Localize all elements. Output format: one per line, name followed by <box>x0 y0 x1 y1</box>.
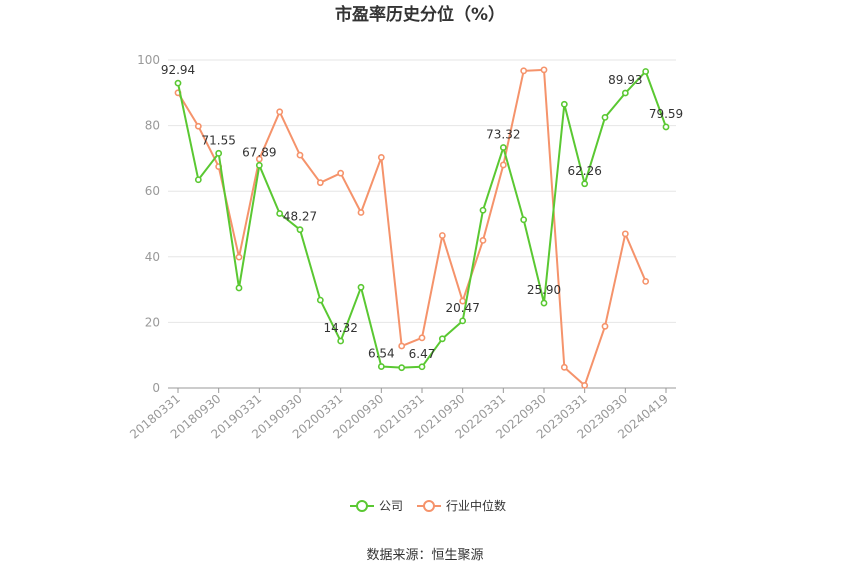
data-point <box>337 169 345 177</box>
data-point <box>276 108 284 116</box>
data-point <box>520 216 528 224</box>
data-label: 48.27 <box>283 210 317 224</box>
data-point <box>438 335 446 343</box>
data-point <box>621 230 629 238</box>
data-point <box>520 67 528 75</box>
legend-marker <box>356 500 368 512</box>
legend-item-industry[interactable]: 行业中位数 <box>417 498 506 513</box>
data-point <box>601 322 609 330</box>
data-label: 73.32 <box>486 128 520 142</box>
y-tick-label: 20 <box>145 315 160 329</box>
data-point <box>459 317 467 325</box>
series-line-company <box>177 70 667 369</box>
data-point <box>377 363 385 370</box>
data-label: 14.32 <box>323 321 357 335</box>
data-point <box>194 122 202 130</box>
data-label: 89.93 <box>608 73 642 87</box>
chart-title: 市盈率历史分位（%） <box>335 4 505 25</box>
data-point <box>601 114 609 121</box>
data-label: 92.94 <box>161 63 195 77</box>
data-label: 79.59 <box>649 107 683 121</box>
data-point <box>560 100 568 108</box>
data-point <box>540 66 548 74</box>
legend-label: 行业中位数 <box>446 498 506 513</box>
data-point <box>296 151 304 159</box>
legend-label: 公司 <box>379 499 403 513</box>
data-point <box>276 210 284 217</box>
legend-marker <box>423 500 435 512</box>
source-note: 数据来源：恒生聚源 <box>366 548 483 563</box>
data-point <box>560 363 568 371</box>
data-point <box>418 334 426 342</box>
data-point <box>296 226 304 234</box>
data-point <box>337 337 345 345</box>
data-point <box>235 253 243 261</box>
legend[interactable]: 公司 行业中位数 <box>350 498 506 513</box>
data-point <box>215 149 223 157</box>
data-label: 25.90 <box>527 283 561 297</box>
data-point <box>479 206 487 214</box>
data-point <box>235 284 243 292</box>
data-point <box>662 123 670 131</box>
data-labels: 92.94 71.55 67.89 48.27 14.32 6.54 6.47 20.47 73… <box>161 63 683 361</box>
data-point <box>642 277 650 285</box>
grid <box>168 59 676 323</box>
series-line-industry <box>177 68 647 387</box>
data-point <box>459 297 467 305</box>
data-point <box>540 299 548 307</box>
y-tick-label: 60 <box>145 184 160 198</box>
data-point <box>581 381 589 389</box>
data-point <box>581 180 589 188</box>
data-label: 6.47 <box>409 347 436 361</box>
data-label: 71.55 <box>201 133 235 147</box>
data-label: 6.54 <box>368 347 395 361</box>
data-point <box>316 296 324 304</box>
data-point <box>357 209 365 216</box>
data-point <box>316 179 324 187</box>
data-point <box>418 363 426 371</box>
data-point <box>377 154 385 161</box>
data-label: 20.47 <box>445 301 479 315</box>
data-point <box>642 68 650 75</box>
axes: 0204060801002018033120180930201903312019… <box>127 53 676 442</box>
data-label: 67.89 <box>242 145 276 159</box>
y-tick-label: 80 <box>145 119 160 133</box>
data-point <box>194 176 202 184</box>
legend-item-company[interactable]: 公司 <box>350 499 403 513</box>
data-point <box>438 232 446 239</box>
y-tick-label: 0 <box>152 381 160 395</box>
data-point <box>499 161 507 169</box>
data-point <box>255 161 263 169</box>
y-tick-label: 40 <box>145 250 160 264</box>
data-point <box>255 155 263 163</box>
data-point <box>499 144 507 151</box>
y-tick-label: 100 <box>137 53 160 67</box>
data-label: 62.26 <box>567 164 601 178</box>
data-point <box>398 342 406 350</box>
series <box>174 66 670 389</box>
data-point <box>357 283 365 291</box>
data-point <box>398 364 406 372</box>
data-point <box>621 89 629 97</box>
data-point <box>174 79 182 87</box>
data-point <box>479 236 487 244</box>
